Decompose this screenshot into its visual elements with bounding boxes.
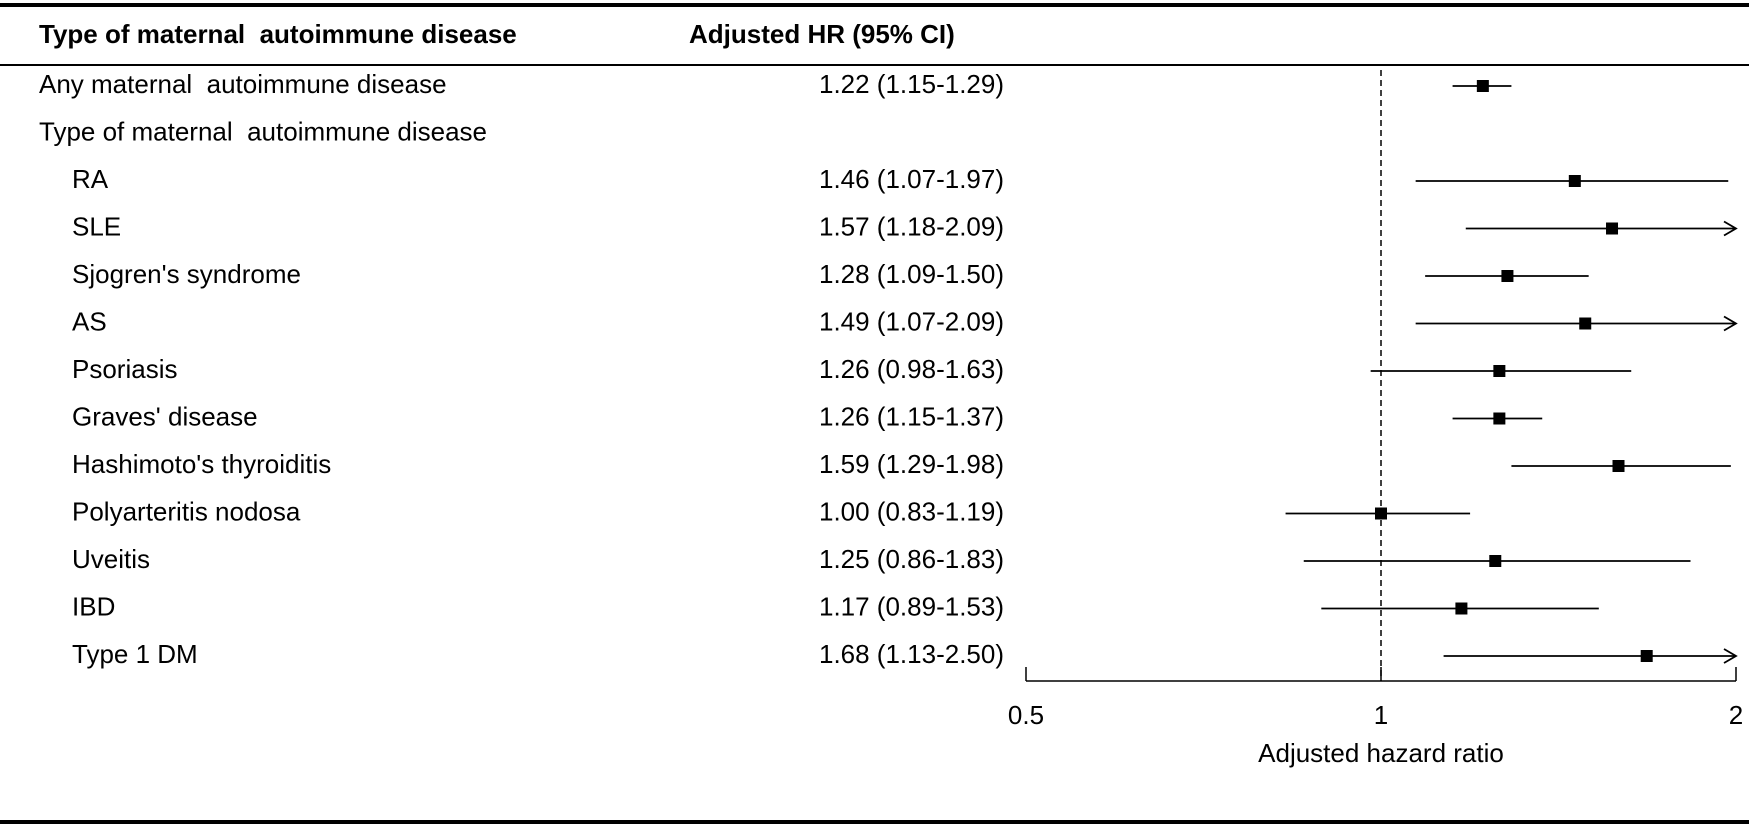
x-axis-title: Adjusted hazard ratio bbox=[1258, 738, 1504, 768]
point-estimate bbox=[1606, 222, 1619, 235]
hr-text: 1.68 (1.13-2.50) bbox=[819, 639, 1004, 669]
row-label: Type of maternal autoimmune disease bbox=[39, 116, 487, 146]
hr-text: 1.46 (1.07-1.97) bbox=[819, 164, 1004, 194]
x-tick-label: 0.5 bbox=[1008, 700, 1044, 730]
point-estimate bbox=[1501, 270, 1514, 282]
row-label: Hashimoto's thyroiditis bbox=[72, 449, 331, 479]
point-estimate bbox=[1493, 412, 1506, 425]
column-header: Type of maternal autoimmune disease bbox=[39, 19, 517, 49]
hr-text: 1.17 (0.89-1.53) bbox=[819, 591, 1004, 621]
row-label: Graves' disease bbox=[72, 401, 258, 431]
column-header: Adjusted HR (95% CI) bbox=[689, 19, 955, 49]
hr-text: 1.59 (1.29-1.98) bbox=[819, 449, 1004, 479]
hr-text: 1.25 (0.86-1.83) bbox=[819, 544, 1004, 574]
row-label: IBD bbox=[72, 591, 115, 621]
arrow-head bbox=[1723, 315, 1738, 332]
point-estimate bbox=[1375, 507, 1387, 520]
hr-text: 1.00 (0.83-1.19) bbox=[819, 496, 1004, 526]
row-label: SLE bbox=[72, 211, 121, 241]
arrow-head bbox=[1723, 220, 1738, 237]
point-estimate bbox=[1455, 602, 1468, 615]
row-label: AS bbox=[72, 306, 107, 336]
row-label: Sjogren's syndrome bbox=[72, 259, 301, 289]
hr-text: 1.26 (0.98-1.63) bbox=[819, 354, 1004, 384]
point-estimate bbox=[1612, 460, 1625, 472]
point-estimate bbox=[1640, 650, 1653, 662]
point-estimate bbox=[1476, 80, 1489, 92]
hr-text: 1.49 (1.07-2.09) bbox=[819, 306, 1004, 336]
row-label: Type 1 DM bbox=[72, 639, 198, 669]
hr-text: 1.22 (1.15-1.29) bbox=[819, 69, 1004, 99]
row-label: Any maternal autoimmune disease bbox=[39, 69, 447, 99]
x-tick-label: 1 bbox=[1374, 700, 1388, 730]
row-label: Polyarteritis nodosa bbox=[72, 496, 301, 526]
point-estimate bbox=[1489, 555, 1502, 567]
row-label: RA bbox=[72, 164, 109, 194]
hr-text: 1.28 (1.09-1.50) bbox=[819, 259, 1004, 289]
hr-text: 1.26 (1.15-1.37) bbox=[819, 401, 1004, 431]
point-estimate bbox=[1568, 175, 1581, 187]
point-estimate bbox=[1493, 365, 1506, 377]
row-label: Uveitis bbox=[72, 544, 150, 574]
row-label: Psoriasis bbox=[72, 354, 177, 384]
arrow-head bbox=[1723, 648, 1738, 664]
hr-text: 1.57 (1.18-2.09) bbox=[819, 211, 1004, 241]
point-estimate bbox=[1579, 317, 1592, 330]
x-tick-label: 2 bbox=[1729, 700, 1743, 730]
